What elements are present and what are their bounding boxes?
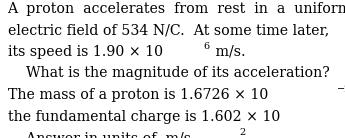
Text: Answer in units of  m/s: Answer in units of m/s <box>8 131 190 138</box>
Text: 6: 6 <box>204 42 210 51</box>
Text: its speed is 1.90 × 10: its speed is 1.90 × 10 <box>8 45 162 59</box>
Text: −27: −27 <box>337 85 345 94</box>
Text: What is the magnitude of its acceleration?: What is the magnitude of its acceleratio… <box>8 67 329 80</box>
Text: m/s.: m/s. <box>211 45 246 59</box>
Text: electric field of 534 N/C.  At some time later,: electric field of 534 N/C. At some time … <box>8 23 329 37</box>
Text: The mass of a proton is 1.6726 × 10: The mass of a proton is 1.6726 × 10 <box>8 88 268 102</box>
Text: A  proton  accelerates  from  rest  in  a  uniform: A proton accelerates from rest in a unif… <box>8 2 345 16</box>
Text: .: . <box>247 131 252 138</box>
Text: 2: 2 <box>239 128 245 137</box>
Text: the fundamental charge is 1.602 × 10: the fundamental charge is 1.602 × 10 <box>8 110 280 124</box>
